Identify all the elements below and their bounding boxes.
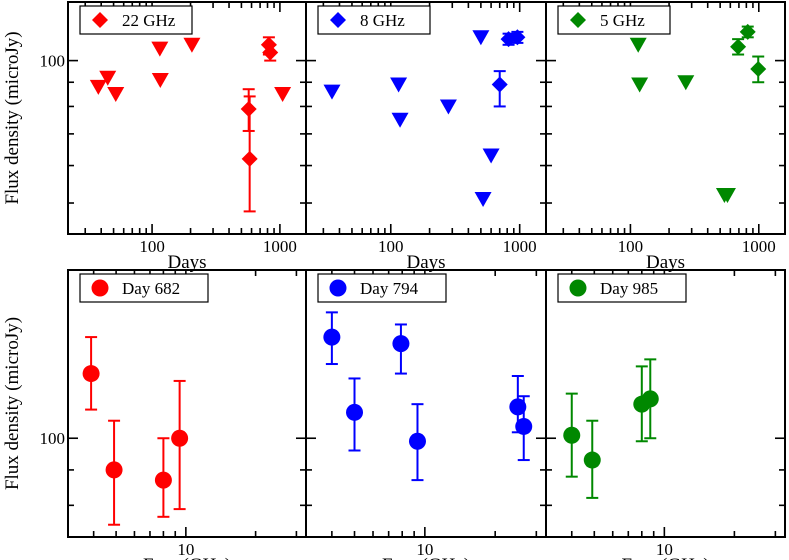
data-point	[500, 31, 517, 48]
x-axis-label: Freq (GHz)	[143, 555, 231, 560]
data-point	[154, 471, 172, 489]
upper-limit-marker	[472, 30, 490, 46]
upper-limit-marker	[474, 191, 492, 207]
data-point	[515, 417, 533, 435]
data-point	[171, 429, 189, 447]
legend-label: 22 GHz	[122, 11, 176, 30]
x-tick-label: 1000	[742, 237, 776, 256]
plot-frame	[67, 269, 307, 538]
data-point	[750, 60, 767, 77]
data-point	[509, 398, 527, 416]
plot-frame	[545, 269, 786, 538]
legend-marker	[570, 12, 586, 28]
legend-label: Day 794	[360, 279, 419, 298]
x-tick-label: 1000	[263, 237, 297, 256]
legend-marker	[91, 279, 109, 297]
x-tick-label: 100	[139, 237, 165, 256]
upper-limit-marker	[323, 84, 341, 100]
legend-box	[79, 5, 193, 35]
x-axis-label: Freq (GHz)	[382, 555, 470, 560]
upper-limit-marker	[718, 187, 736, 203]
legend-label: Day 682	[122, 279, 180, 298]
y-axis-label: Flux density (microJy)	[2, 31, 23, 204]
data-point	[563, 426, 581, 444]
data-point	[262, 44, 279, 61]
upper-limit-marker	[99, 70, 117, 86]
legend-marker	[92, 12, 108, 28]
x-axis-label: Days	[646, 252, 685, 273]
upper-limit-marker	[183, 37, 201, 53]
legend-marker	[569, 279, 587, 297]
upper-limit-marker	[151, 41, 169, 57]
panel-4: 10 100 Freq (GHz) Flux density (microJy) Day…	[2, 269, 307, 560]
x-axis-label: Days	[167, 252, 206, 273]
data-point	[241, 150, 258, 167]
data-point	[730, 38, 747, 55]
data-point	[346, 403, 364, 421]
upper-limit-marker	[274, 86, 292, 102]
y-axis-label: Flux density (microJy)	[2, 317, 23, 490]
upper-limit-marker	[391, 112, 409, 128]
data-point	[509, 29, 526, 46]
x-axis-label: Freq (GHz)	[621, 555, 709, 560]
legend-label: Day 985	[600, 279, 658, 298]
upper-limit-marker	[439, 99, 457, 115]
panel-2: 100 1000 Days 8 GHz	[305, 1, 547, 273]
x-tick-label: 10	[177, 540, 194, 559]
panel-5: 10Freq (GHz) Day 794	[305, 269, 547, 560]
upper-limit-marker	[89, 79, 107, 95]
plot-frame	[545, 1, 786, 235]
x-tick-label: 1000	[503, 237, 537, 256]
x-tick-label: 10	[416, 540, 433, 559]
panel-3: 100 1000 Days 5 GHz	[545, 1, 786, 273]
x-tick-label: 100	[618, 237, 644, 256]
data-point	[82, 365, 100, 383]
legend-marker	[329, 279, 347, 297]
upper-limit-marker	[107, 86, 125, 102]
data-point	[641, 390, 659, 408]
upper-limit-marker	[390, 77, 408, 93]
data-point	[105, 461, 123, 479]
upper-limit-marker	[151, 72, 169, 88]
upper-limit-marker	[631, 77, 649, 93]
data-point	[392, 335, 410, 353]
x-tick-label: 10	[656, 540, 673, 559]
x-axis-label: Days	[406, 252, 445, 273]
legend-marker	[330, 12, 346, 28]
upper-limit-marker	[629, 37, 647, 53]
x-tick-label: 100	[378, 237, 404, 256]
plot-frame	[305, 269, 547, 538]
data-point	[408, 432, 426, 450]
upper-limit-marker	[677, 75, 695, 91]
upper-limit-marker	[482, 148, 500, 164]
legend-label: 5 GHz	[600, 11, 645, 30]
data-point	[491, 76, 508, 93]
panel-6: 10Freq (GHz) Day 985	[545, 269, 786, 560]
legend-label: 8 GHz	[360, 11, 405, 30]
data-point	[323, 328, 341, 346]
y-tick-label: 100	[40, 429, 66, 448]
data-point	[739, 23, 756, 40]
data-point	[583, 451, 601, 469]
y-tick-label: 100	[40, 52, 66, 71]
